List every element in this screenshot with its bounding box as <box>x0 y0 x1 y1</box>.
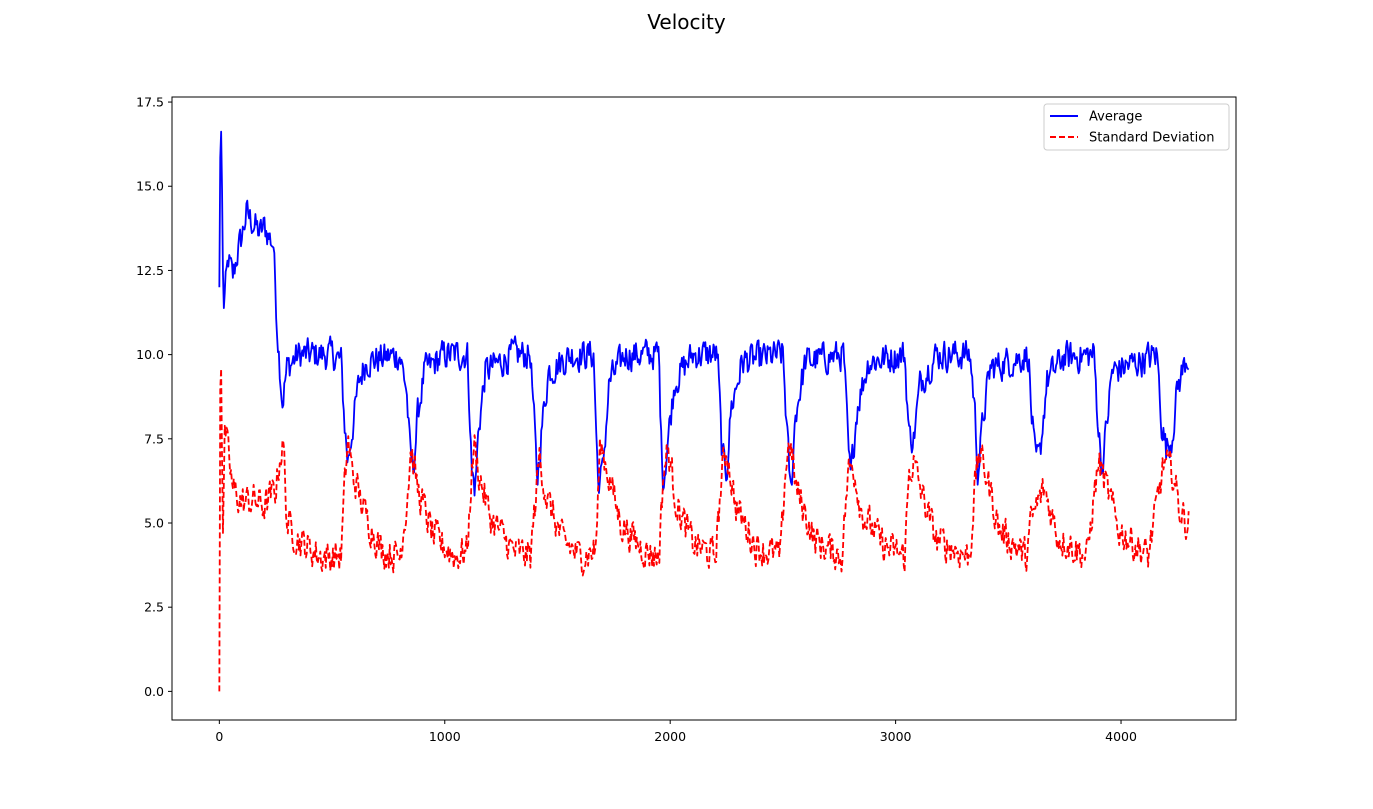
legend-box <box>1043 103 1230 151</box>
x-tick-label: 0 <box>215 729 223 744</box>
x-tick-label: 3000 <box>880 729 912 744</box>
chart-title: Velocity <box>647 10 726 34</box>
axes-frame <box>171 96 1237 721</box>
y-tick-label: 15.0 <box>136 179 164 194</box>
y-tick-label: 10.0 <box>136 347 164 362</box>
y-tick-label: 7.5 <box>144 431 164 446</box>
y-tick-label: 12.5 <box>136 263 164 278</box>
y-tick-label: 2.5 <box>144 600 164 615</box>
y-axis-ticks: 0.0 2.5 5.0 7.5 10.0 12.5 15.0 17.5 <box>136 95 172 699</box>
legend-standard-deviation-label: Standard Deviation <box>1089 131 1214 146</box>
legend-average-label: Average <box>1089 110 1142 125</box>
x-axis-ticks: 0 1000 2000 3000 4000 <box>215 720 1137 744</box>
series-average-line <box>218 130 1190 497</box>
x-tick-label: 2000 <box>654 729 686 744</box>
y-tick-label: 0.0 <box>144 684 164 699</box>
series-layer <box>218 130 1190 692</box>
x-tick-label: 4000 <box>1105 729 1137 744</box>
series-standard-deviation-line <box>218 367 1190 692</box>
x-tick-label: 1000 <box>429 729 461 744</box>
y-tick-label: 5.0 <box>144 515 164 530</box>
legend: Average Standard Deviation <box>1043 103 1230 151</box>
y-tick-label: 17.5 <box>136 95 164 110</box>
